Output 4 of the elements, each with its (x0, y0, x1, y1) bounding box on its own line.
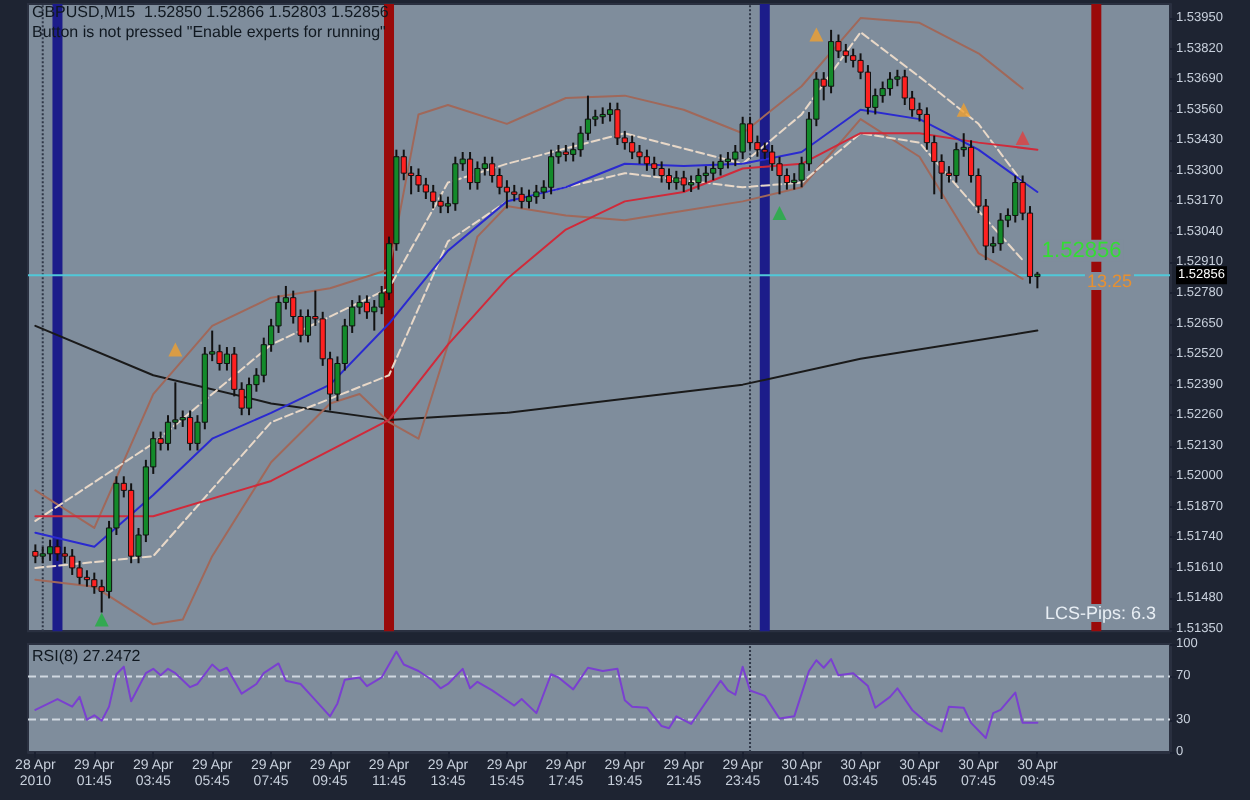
annotation: 1.52856 (1041, 238, 1122, 263)
chart-title: RSI(8) 27.2472 (32, 647, 142, 665)
annotation: LCS-Pips: 6.3 (1044, 603, 1157, 623)
annotation: 13.25 (1086, 271, 1133, 291)
